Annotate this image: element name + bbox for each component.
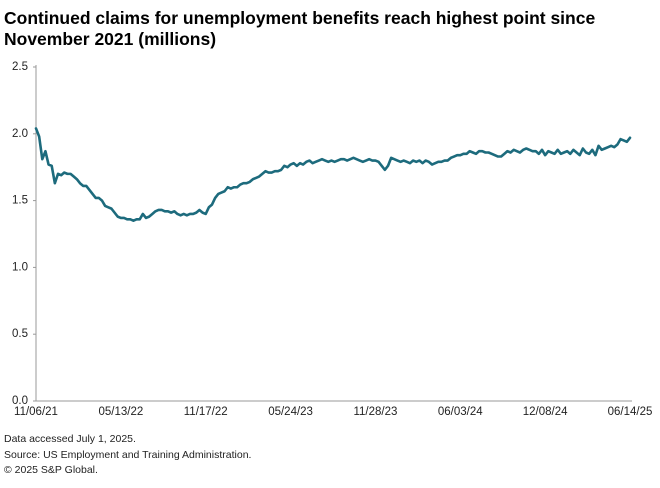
footnote: Data accessed July 1, 2025. [4,433,136,445]
x-tick-label: 11/06/21 [14,406,58,418]
x-tick-label: 06/03/24 [438,406,483,418]
x-tick-label: 06/14/25 [608,406,653,418]
chart-title: Continued claims for unemployment benefi… [4,8,596,49]
footnote: © 2025 S&P Global. [4,464,98,476]
y-tick-label: 2.0 [12,128,28,140]
y-tick-label: 0.5 [12,328,28,340]
x-tick-label: 05/13/22 [98,406,143,418]
y-tick-label: 2.5 [12,61,28,73]
y-tick-label: 1.5 [12,195,28,207]
chart: 0.0 0.5 1.0 1.5 2.0 2.5 11/06/21 05/13/22 11/17/… [12,61,653,418]
x-tick-label: 05/24/23 [268,406,313,418]
x-tick-label: 11/28/23 [353,406,397,418]
x-tick-label: 12/08/24 [523,406,568,418]
y-tick-label: 1.0 [12,261,28,273]
y-tick-label: 0.0 [12,395,28,407]
x-tick-label: 11/17/22 [184,406,228,418]
footnote: Source: US Employment and Training Admin… [4,449,252,461]
data-line [34,127,632,222]
